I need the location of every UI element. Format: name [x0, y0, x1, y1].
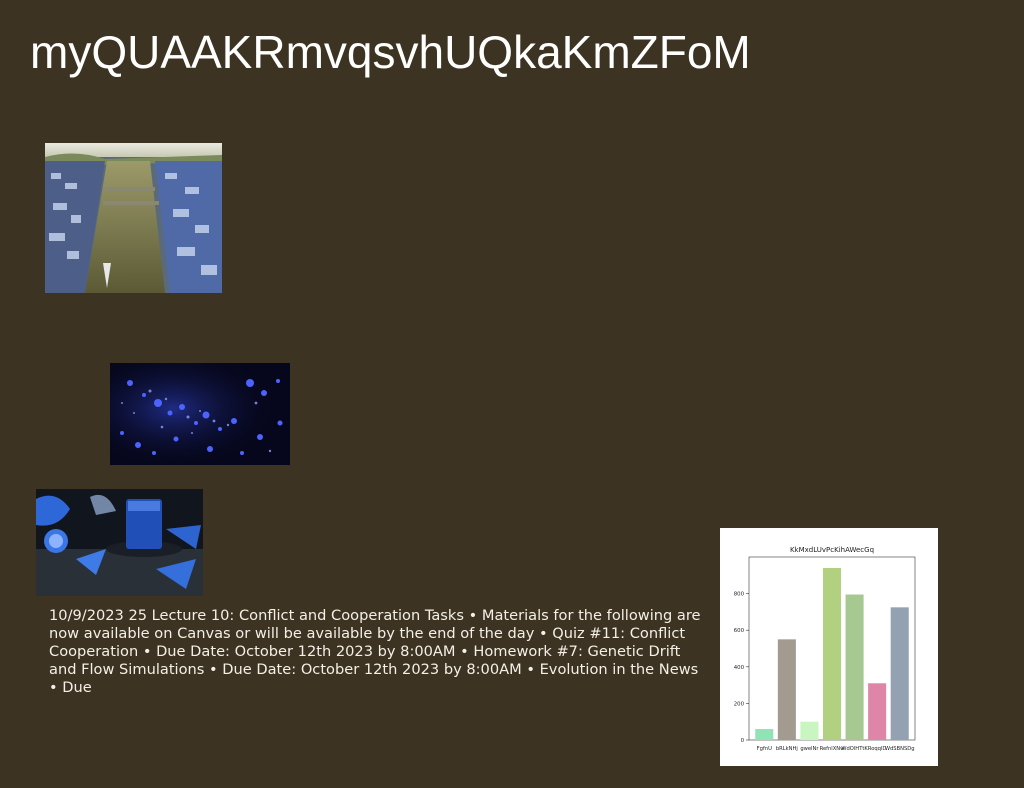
y-tick-label: 0: [741, 738, 745, 744]
y-tick-label: 400: [734, 665, 745, 671]
y-tick-label: 800: [734, 592, 745, 598]
blue-bokeh-particles-photo: [110, 363, 290, 465]
bar-gwelNr: [800, 721, 819, 740]
bar-chart-svg: KkMxdLUvPcKihAWecGq 0 200 400 600 800 FgfnU b…: [734, 546, 916, 752]
x-tick-label: RefnlXNw: [820, 746, 846, 752]
bar-WdSBNSDg: [890, 607, 909, 740]
bar-bRLkNHj: [777, 639, 796, 740]
aerial-river-city-photo: [45, 143, 222, 293]
y-tick-label: 600: [734, 628, 745, 634]
x-tick-label: RoqqlD: [868, 746, 887, 752]
bar-RefnlXNw: [822, 567, 842, 740]
x-tick-label: WdOlHTtK: [841, 746, 868, 752]
bar-WdOlHTtK: [845, 594, 864, 740]
bar-RoqqlD: [868, 683, 887, 740]
y-tick-label: 200: [734, 701, 745, 707]
x-tick-label: WdSBNSDg: [885, 746, 915, 752]
page-title: myQUAAKRmvqsvhUQkaKmZFoM: [30, 26, 751, 78]
x-tick-label: FgfnU: [757, 746, 772, 752]
bar-FgfnU: [755, 729, 774, 740]
x-tick-label: gwelNr: [800, 746, 819, 752]
x-tick-label: bRLkNHj: [776, 746, 798, 752]
bar-chart: KkMxdLUvPcKihAWecGq 0 200 400 600 800 FgfnU b…: [720, 528, 938, 766]
chart-title: KkMxdLUvPcKihAWecGq: [790, 546, 874, 554]
blue-drink-glass-photo: [36, 489, 203, 596]
lecture-notes-text: 10/9/2023 25 Lecture 10: Conflict and Co…: [49, 607, 701, 696]
